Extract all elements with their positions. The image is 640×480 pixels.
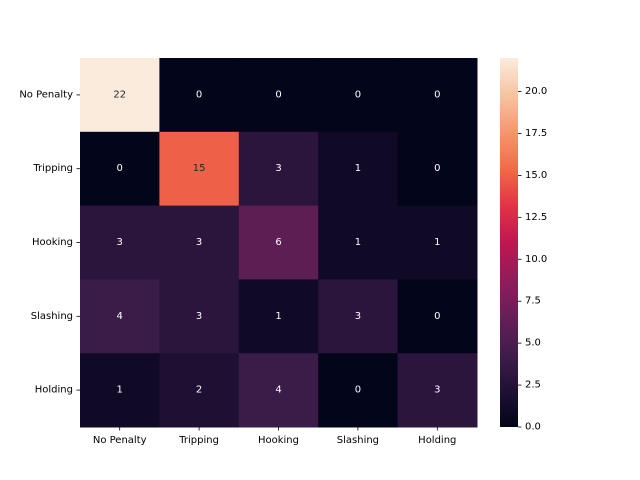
cell-value-label: 0 [434,311,440,322]
cell-value-label: 0 [355,89,361,100]
y-axis: No Penalty Tripping Hooking Slashing Holding [19,89,80,396]
y-tick-label: No Penalty [19,89,73,100]
heatmap-cell [238,353,319,428]
cell-value-label: 3 [434,385,440,396]
y-tick-label: Slashing [31,311,73,322]
heatmap-cell [397,279,478,354]
cell-value-label: 1 [355,163,361,174]
heatmap-cell [318,279,399,354]
heatmap-cell [80,131,160,207]
heatmap-cell [80,353,160,428]
cell-value-label: 0 [434,163,440,174]
heatmap-cells [80,58,478,428]
heatmap-cell [318,58,399,133]
cell-value-label: 3 [117,237,123,248]
cell-annotations: 22 0 0 0 0 0 15 3 1 0 3 3 6 1 1 4 3 1 3 0 1 2 4 0 3 [113,89,440,395]
heatmap-cell [80,205,160,280]
heatmap-cell [238,205,319,280]
x-tick-label: No Penalty [93,435,147,446]
colorbar-gradient [500,58,518,427]
cell-value-label: 3 [196,311,202,322]
colorbar-tick-label: 5.0 [525,338,541,349]
colorbar-tick-label: 12.5 [525,212,547,223]
cell-value-label: 22 [113,89,126,100]
x-axis: No Penalty Tripping Hooking Slashing Holding [93,427,456,446]
heatmap-cell [159,279,240,354]
x-tick-label: Hooking [258,435,299,446]
heatmap-cell [159,205,240,280]
colorbar: 0.0 2.5 5.0 7.5 10.0 12.5 15.0 17.5 20.0 [500,58,547,433]
colorbar-tick-label: 17.5 [525,128,547,139]
cell-value-label: 2 [196,385,202,396]
heatmap-cell [318,353,399,428]
heatmap-cell [397,58,478,133]
cell-value-label: 1 [275,311,281,322]
heatmap-cell [397,205,478,280]
colorbar-tick-label: 7.5 [525,296,541,307]
cell-value-label: 6 [275,237,281,248]
cell-value-label: 0 [117,163,123,174]
cell-value-label: 0 [275,89,281,100]
colorbar-tick-label: 0.0 [525,422,541,433]
heatmap-cell [318,205,399,280]
x-tick-label: Holding [418,435,456,446]
heatmap-cell [80,58,160,133]
cell-value-label: 4 [117,311,123,322]
cell-value-label: 3 [196,237,202,248]
heatmap-cell [318,131,399,207]
heatmap-cell [397,353,478,428]
y-tick-label: Hooking [32,237,73,248]
heatmap-cell [159,353,240,428]
colorbar-ticks: 0.0 2.5 5.0 7.5 10.0 12.5 15.0 17.5 20.0 [518,86,547,433]
x-tick-label: Slashing [337,435,379,446]
heatmap-cell [159,131,240,207]
cell-value-label: 15 [193,163,206,174]
y-tick-label: Tripping [32,163,73,174]
x-tick-label: Tripping [178,435,219,446]
heatmap-cell [238,131,319,207]
heatmap-cell [159,58,240,133]
cell-value-label: 0 [196,89,202,100]
colorbar-tick-label: 2.5 [525,380,541,391]
cell-value-label: 4 [275,385,281,396]
cell-value-label: 1 [434,237,440,248]
heatmap-cell [238,279,319,354]
colorbar-tick-label: 20.0 [525,86,547,97]
cell-value-label: 3 [275,163,281,174]
cell-value-label: 1 [117,385,123,396]
cell-value-label: 0 [355,385,361,396]
y-tick-label: Holding [35,385,73,396]
heatmap-cell [80,279,160,354]
heatmap-cell [238,58,319,133]
cell-value-label: 1 [355,237,361,248]
cell-value-label: 3 [355,311,361,322]
heatmap-cell [397,131,478,207]
colorbar-tick-label: 10.0 [525,254,547,265]
colorbar-tick-label: 15.0 [525,170,547,181]
cell-value-label: 0 [434,89,440,100]
